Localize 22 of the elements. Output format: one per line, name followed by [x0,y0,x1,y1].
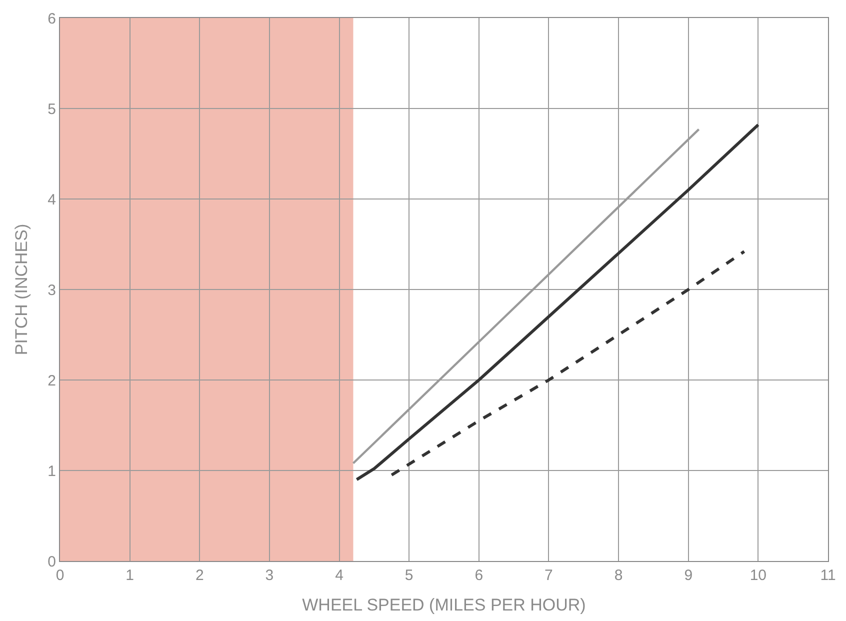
x-tick-label: 11 [820,567,836,584]
y-tick-label: 6 [48,10,56,28]
y-axis-title: PITCH (INCHES) [12,224,32,356]
x-tick-label: 10 [750,567,767,584]
line-series [355,123,760,482]
x-tick-label: 1 [126,567,134,584]
x-tick-label: 7 [544,567,553,584]
x-axis-title: WHEEL SPEED (MILES PER HOUR) [302,595,586,614]
x-tick-label: 8 [614,567,623,584]
x-tick-label: 2 [195,567,204,584]
x-tick-label: 5 [404,567,414,584]
line-series [390,250,746,477]
y-tick-label: 2 [48,372,56,390]
y-tick-label: 5 [48,100,56,118]
x-tick-label: 9 [684,567,693,584]
y-tick-label: 3 [48,282,56,299]
x-tick-label: 4 [335,567,344,584]
x-tick-label: 3 [265,567,274,584]
y-tick-label: 4 [48,191,56,208]
x-tick-label: 6 [474,567,484,584]
y-tick-label: 0 [48,553,56,570]
y-tick-label: 1 [48,462,56,480]
